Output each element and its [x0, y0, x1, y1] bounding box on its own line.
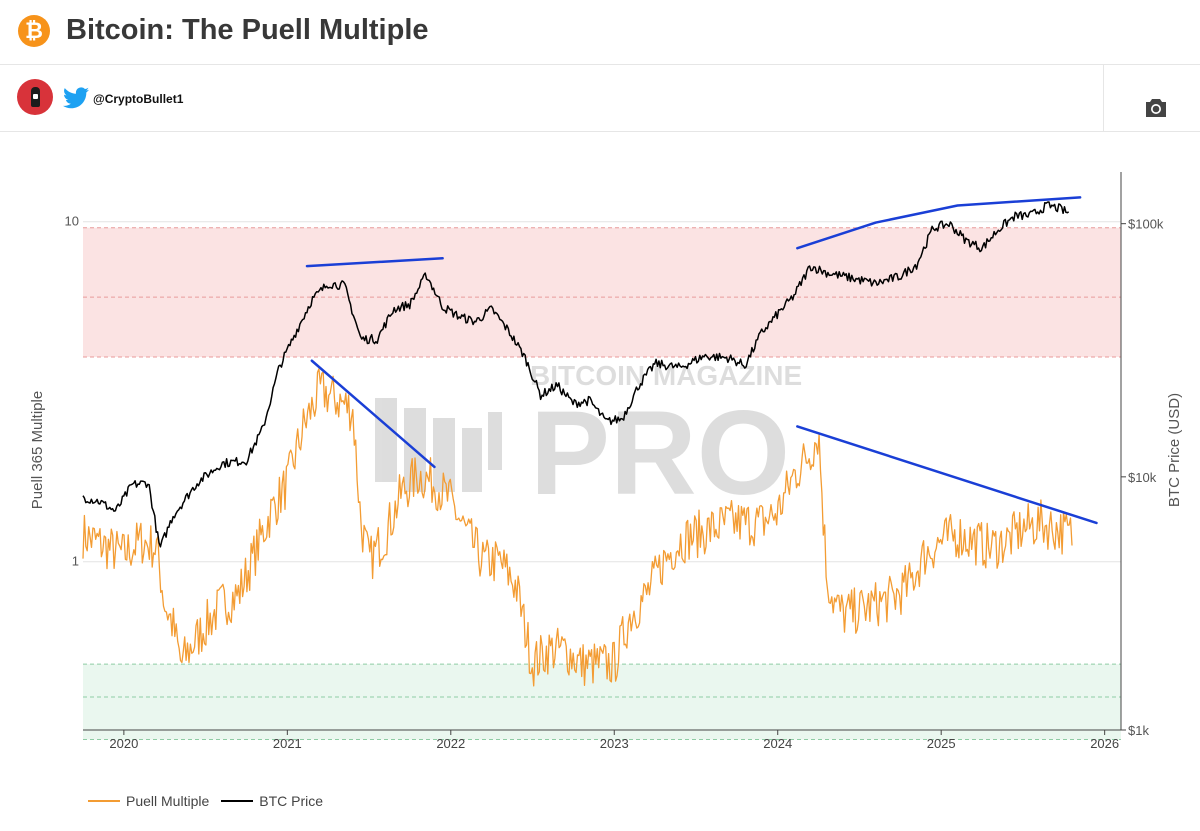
band-overvalued	[83, 227, 1121, 358]
trend-lines	[305, 196, 1098, 525]
watermark-logo-icon	[375, 398, 502, 492]
author-bar: @CryptoBullet1	[0, 65, 1200, 132]
camera-icon[interactable]	[1145, 98, 1167, 118]
band-undervalued	[83, 664, 1121, 740]
toolbar-divider	[1103, 65, 1104, 131]
y-right-tick-label-1: $10k	[1128, 470, 1157, 485]
watermark: BITCOIN MAGAZINE PRO	[375, 360, 802, 520]
x-tick-label-4: 2024	[763, 736, 792, 751]
y-right-tick-label-0: $1k	[1128, 723, 1149, 738]
puell-chart[interactable]: BITCOIN MAGAZINE PRO 2020 2021 2022 2023 202…	[0, 132, 1200, 792]
chart-legend: Puell Multiple BTC Price	[88, 793, 335, 809]
page-header: ₿ Bitcoin: The Puell Multiple	[0, 0, 1200, 65]
series	[82, 201, 1073, 687]
x-tick-label-1: 2021	[273, 736, 302, 751]
btc-price-line	[82, 201, 1070, 548]
zone-bands	[83, 227, 1121, 741]
y-axis-left-label: Puell 365 Multiple	[29, 391, 46, 509]
x-tick-label-3: 2023	[600, 736, 629, 751]
trend-line-0	[305, 257, 444, 268]
y-left-tick-label-0: 1	[72, 554, 79, 569]
watermark-line1: BITCOIN MAGAZINE	[530, 360, 802, 391]
bullet-icon	[30, 87, 40, 107]
legend-puell-label: Puell Multiple	[126, 793, 210, 809]
legend-price-label: BTC Price	[259, 793, 324, 809]
trend-line-1	[310, 359, 436, 469]
axes: 2020 2021 2022 2023 2024 2025 2026 1 10 $1k $10k $1…	[65, 172, 1164, 751]
legend-puell[interactable]: Puell Multiple	[88, 793, 209, 809]
twitter-icon[interactable]	[63, 87, 89, 109]
watermark-line2: PRO	[530, 386, 790, 520]
x-tick-label-5: 2025	[927, 736, 956, 751]
trend-line-3	[796, 425, 1098, 525]
trend-line-2	[796, 196, 1082, 250]
legend-puell-swatch	[88, 800, 120, 802]
x-tick-label-2: 2022	[436, 736, 465, 751]
legend-price-swatch	[221, 800, 254, 802]
x-tick-label-0: 2020	[109, 736, 138, 751]
avatar[interactable]	[17, 79, 53, 115]
y-right-tick-label-2: $100k	[1128, 217, 1164, 232]
x-tick-label-6: 2026	[1090, 736, 1119, 751]
bitcoin-logo-icon: ₿	[18, 15, 50, 47]
page-title: Bitcoin: The Puell Multiple	[66, 14, 429, 46]
author-handle[interactable]: @CryptoBullet1	[93, 92, 184, 106]
puell-multiple-line	[82, 368, 1073, 687]
y-axis-right-label: BTC Price (USD)	[1166, 393, 1183, 507]
y-left-tick-label-1: 10	[65, 214, 79, 229]
legend-price[interactable]: BTC Price	[221, 793, 323, 809]
